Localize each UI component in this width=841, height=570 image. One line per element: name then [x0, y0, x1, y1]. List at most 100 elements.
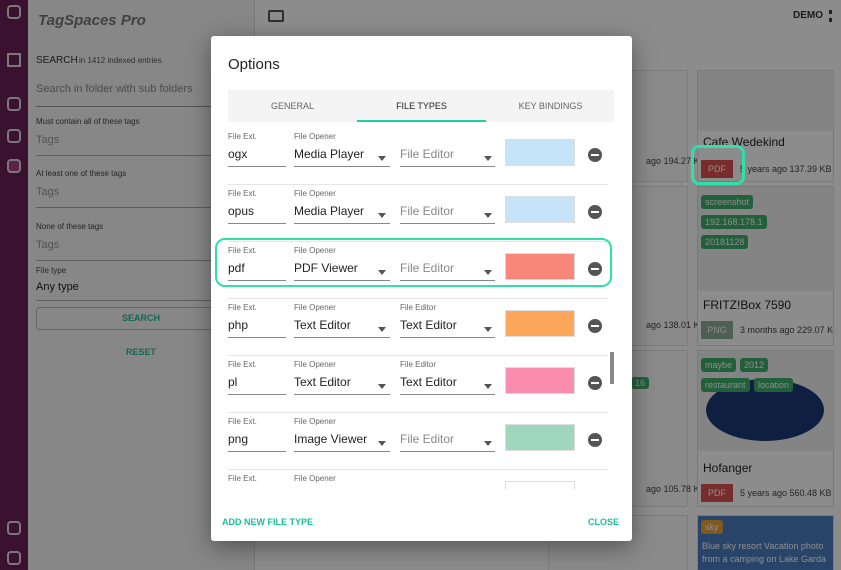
opener-select[interactable]: Image Viewer [294, 432, 368, 446]
field-label: File Ext. [228, 189, 257, 198]
folder-icon[interactable] [268, 10, 284, 22]
tag-input[interactable]: Tags [36, 134, 246, 156]
color-swatch[interactable] [505, 481, 575, 490]
card-meta: ago 138.01 K [646, 320, 700, 330]
type-select[interactable]: Any type [36, 281, 246, 301]
logo: TagSpaces Pro [38, 12, 146, 29]
ext-input[interactable]: opus [228, 204, 255, 218]
remove-button[interactable] [588, 205, 602, 219]
input-underline [400, 223, 495, 224]
add-button[interactable]: ADD NEW FILE TYPE [222, 517, 314, 527]
user-name[interactable]: DEMO [793, 10, 823, 21]
opener-select[interactable]: Media Player [294, 204, 365, 218]
input-underline [294, 280, 390, 281]
location-icon[interactable] [7, 97, 21, 111]
remove-button[interactable] [588, 262, 602, 276]
close-button[interactable]: CLOSE [587, 517, 619, 527]
editor-select[interactable]: Text Editor [400, 375, 457, 389]
opener-select[interactable]: Media Player [294, 147, 365, 161]
file-type-row: File Ext. png File Opener Image Viewer File … [228, 413, 608, 470]
card-description: Blue sky resort Vacation photo from a ca… [702, 541, 827, 564]
reset-button[interactable]: RESET [125, 347, 156, 357]
ext-input[interactable]: png [228, 432, 249, 446]
card-meta: ago 105.78 KB [646, 484, 706, 494]
menu-dots[interactable] [829, 10, 832, 22]
add-icon[interactable] [7, 53, 21, 67]
file-type-row: File Ext. opus File Opener Media Player File… [228, 185, 608, 242]
search-input[interactable]: Search in folder with sub folders [36, 83, 246, 107]
color-swatch[interactable] [505, 424, 575, 451]
dropdown-arrow[interactable] [378, 327, 386, 332]
editor-select[interactable]: File Editor [400, 147, 455, 161]
remove-button[interactable] [588, 319, 602, 333]
remove-button[interactable] [588, 433, 602, 447]
ext-input[interactable]: ogx [228, 147, 248, 161]
file-type-row: File Ext. File Opener [228, 470, 608, 490]
field-label: File Ext. [228, 360, 257, 369]
file-card[interactable]: maybe 2012 restaurant location Hofanger PDF 5 … [697, 350, 834, 507]
remove-button[interactable] [588, 148, 602, 162]
input-underline [294, 394, 390, 395]
ext-input[interactable]: php [228, 318, 249, 332]
remove-icon [591, 268, 599, 270]
color-swatch[interactable] [505, 196, 575, 223]
theme-icon[interactable] [7, 521, 21, 535]
editor-select[interactable]: Text Editor [400, 318, 457, 332]
logo-icon[interactable] [7, 5, 21, 19]
file-type-tag: PDF [701, 160, 733, 178]
opener-select[interactable]: PDF Viewer [294, 261, 358, 275]
opener-select[interactable]: Text Editor [294, 375, 351, 389]
dropdown-arrow[interactable] [378, 156, 386, 161]
tab[interactable]: KEY BINDINGS [518, 101, 583, 111]
field-label: File type [36, 266, 67, 275]
dropdown-arrow[interactable] [484, 270, 492, 275]
dropdown-arrow[interactable] [484, 384, 492, 389]
tab[interactable]: GENERAL [270, 101, 314, 111]
dropdown-arrow[interactable] [378, 270, 386, 275]
dropdown-arrow[interactable] [484, 213, 492, 218]
annotation-highlight [691, 145, 745, 185]
color-swatch[interactable] [505, 310, 575, 337]
dropdown-arrow[interactable] [378, 384, 386, 389]
ext-input[interactable]: pl [228, 375, 238, 389]
tag-chip: 20181128 [701, 235, 749, 249]
color-swatch[interactable] [505, 139, 575, 166]
input-underline [400, 280, 495, 281]
remove-button[interactable] [588, 376, 602, 390]
dropdown-arrow[interactable] [378, 213, 386, 218]
dropdown-arrow[interactable] [484, 327, 492, 332]
options-dialog: Options GENERAL FILE TYPES KEY BINDINGS File… [211, 36, 632, 541]
opener-select[interactable]: Text Editor [294, 318, 351, 332]
file-type-row: File Ext. php File Opener Text Editor File E… [228, 299, 608, 356]
editor-select[interactable]: File Editor [400, 204, 455, 218]
tag-chip: maybe [701, 358, 737, 372]
tag-chip: 2012 [740, 358, 769, 372]
dropdown-arrow[interactable] [484, 441, 492, 446]
settings-icon[interactable] [7, 551, 21, 565]
field-label: File Ext. [228, 417, 257, 426]
field-label: File Ext. [228, 474, 257, 483]
tag-input[interactable]: Tags [36, 186, 246, 208]
tab[interactable]: FILE TYPES [357, 90, 486, 122]
tag-icon[interactable] [7, 129, 21, 143]
editor-select[interactable]: File Editor [400, 261, 455, 275]
card-title: Hofanger [703, 461, 753, 475]
input-underline [294, 337, 390, 338]
field-label: File Ext. [228, 246, 257, 255]
color-swatch[interactable] [505, 253, 575, 280]
tag-input[interactable]: Tags [36, 239, 246, 261]
file-type-row: File Ext. pdf File Opener PDF Viewer File Ed… [228, 242, 608, 299]
file-card[interactable]: Cafe Wedekind PDF 5 years ago 137.39 KB [697, 70, 834, 182]
dropdown-arrow[interactable] [378, 441, 386, 446]
dropdown-arrow[interactable] [484, 156, 492, 161]
color-swatch[interactable] [505, 367, 575, 394]
ext-input[interactable]: pdf [228, 261, 245, 275]
file-card[interactable]: screenshot 192.168.178.1 20181128 FRITZ!Box… [697, 186, 834, 346]
input-underline [228, 280, 286, 281]
search-icon[interactable] [7, 159, 21, 173]
input-underline [228, 337, 286, 338]
file-card[interactable]: sky Blue sky resort Vacation photo from a… [697, 515, 834, 570]
thumbnail [698, 71, 833, 131]
editor-select[interactable]: File Editor [400, 432, 455, 446]
